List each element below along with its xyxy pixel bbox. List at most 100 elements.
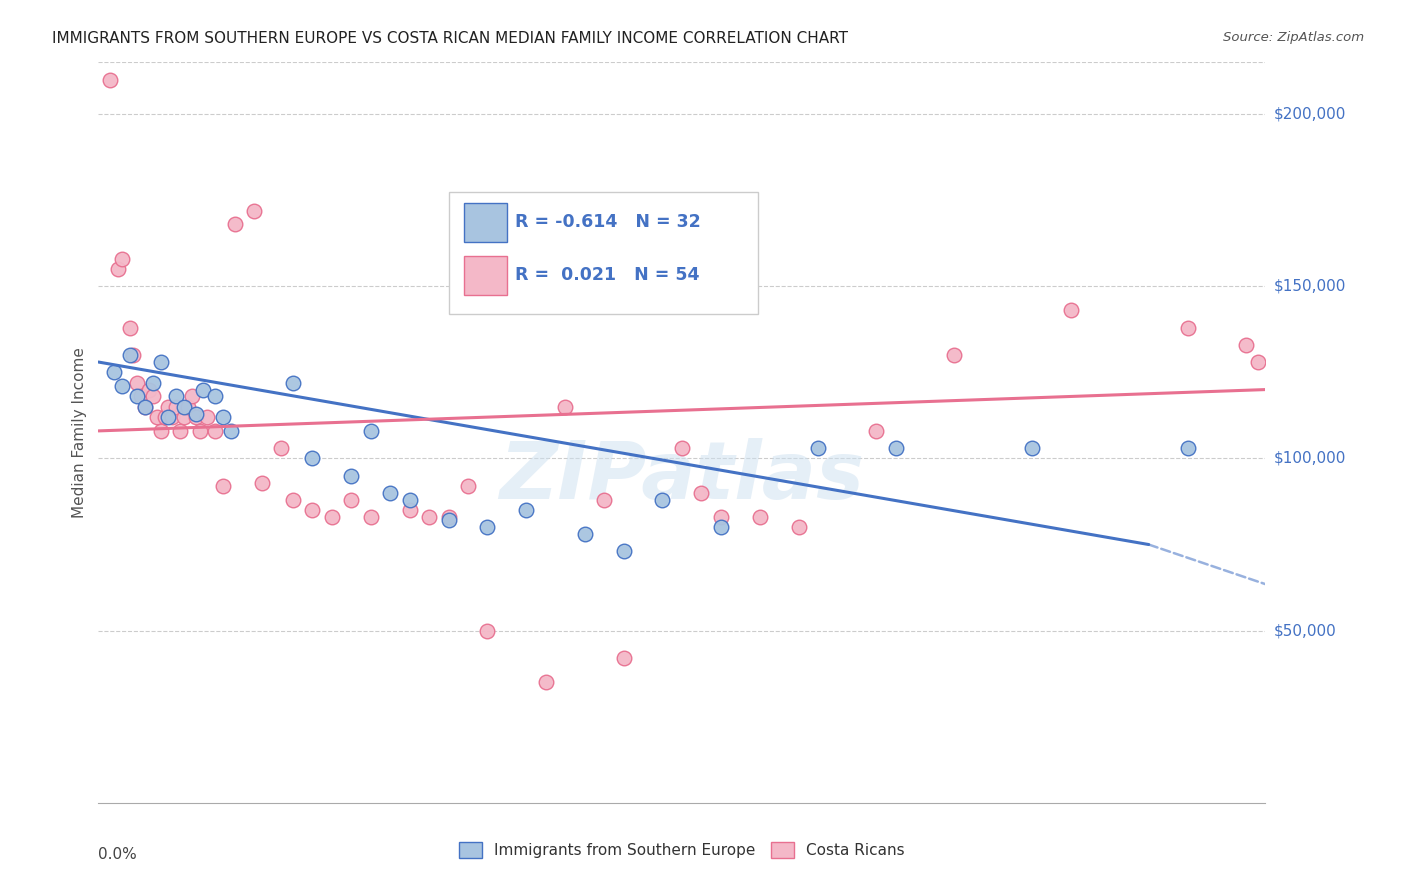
- Point: [219, 424, 242, 438]
- Point: [884, 441, 907, 455]
- Point: [1060, 303, 1083, 318]
- Point: [380, 486, 402, 500]
- Point: [107, 262, 129, 277]
- Point: [477, 520, 499, 534]
- Point: [301, 503, 323, 517]
- Point: [162, 410, 184, 425]
- Text: R =  0.021   N = 54: R = 0.021 N = 54: [515, 266, 700, 284]
- Point: [593, 492, 616, 507]
- Point: [943, 348, 966, 362]
- Point: [340, 492, 363, 507]
- Point: [1246, 355, 1268, 369]
- Point: [613, 651, 636, 665]
- Point: [360, 424, 382, 438]
- Point: [1177, 441, 1199, 455]
- Point: [103, 365, 125, 379]
- Point: [184, 410, 207, 425]
- Point: [321, 510, 343, 524]
- Point: [398, 492, 420, 507]
- Point: [188, 424, 211, 438]
- Point: [142, 389, 165, 403]
- Point: [281, 492, 304, 507]
- Point: [250, 475, 273, 490]
- Point: [153, 410, 176, 425]
- Point: [193, 383, 215, 397]
- Text: $50,000: $50,000: [1274, 624, 1337, 638]
- Point: [149, 355, 172, 369]
- Point: [477, 624, 499, 638]
- Point: [212, 410, 235, 425]
- Point: [142, 376, 165, 390]
- Point: [865, 424, 887, 438]
- Point: [651, 492, 673, 507]
- Point: [157, 410, 180, 425]
- Point: [169, 424, 191, 438]
- Legend: Immigrants from Southern Europe, Costa Ricans: Immigrants from Southern Europe, Costa R…: [460, 842, 904, 858]
- Point: [360, 510, 382, 524]
- Point: [710, 520, 733, 534]
- Point: [212, 479, 235, 493]
- Text: $150,000: $150,000: [1274, 279, 1346, 293]
- Point: [515, 286, 537, 301]
- Point: [129, 389, 152, 403]
- Point: [554, 400, 576, 414]
- Point: [418, 510, 440, 524]
- Point: [807, 441, 830, 455]
- Point: [180, 389, 202, 403]
- Point: [690, 486, 713, 500]
- Point: [270, 441, 292, 455]
- Point: [149, 424, 172, 438]
- Point: [534, 675, 557, 690]
- Point: [118, 320, 141, 334]
- Point: [301, 451, 323, 466]
- Point: [138, 383, 160, 397]
- Point: [195, 410, 218, 425]
- Text: ZIPatlas: ZIPatlas: [499, 438, 865, 516]
- Point: [613, 544, 636, 558]
- Point: [165, 389, 187, 403]
- Point: [146, 410, 169, 425]
- Point: [122, 348, 145, 362]
- Point: [787, 520, 810, 534]
- Point: [243, 203, 266, 218]
- Point: [173, 410, 195, 425]
- Point: [340, 468, 363, 483]
- Point: [710, 510, 733, 524]
- Point: [165, 400, 187, 414]
- Point: [437, 513, 460, 527]
- Point: [1234, 338, 1257, 352]
- Text: IMMIGRANTS FROM SOUTHERN EUROPE VS COSTA RICAN MEDIAN FAMILY INCOME CORRELATION : IMMIGRANTS FROM SOUTHERN EUROPE VS COSTA…: [52, 31, 848, 46]
- Point: [398, 503, 420, 517]
- Point: [437, 510, 460, 524]
- Point: [134, 400, 156, 414]
- Text: 0.0%: 0.0%: [98, 847, 138, 863]
- Point: [177, 400, 200, 414]
- Point: [173, 400, 195, 414]
- Point: [98, 72, 121, 87]
- Point: [127, 389, 149, 403]
- Point: [671, 441, 693, 455]
- Point: [111, 379, 134, 393]
- Point: [118, 348, 141, 362]
- Point: [127, 376, 149, 390]
- Point: [281, 376, 304, 390]
- Text: $200,000: $200,000: [1274, 106, 1346, 121]
- Y-axis label: Median Family Income: Median Family Income: [72, 347, 87, 518]
- Point: [457, 479, 479, 493]
- Text: $100,000: $100,000: [1274, 451, 1346, 466]
- Point: [111, 252, 134, 266]
- FancyBboxPatch shape: [464, 256, 508, 295]
- Point: [1021, 441, 1043, 455]
- Point: [748, 510, 770, 524]
- Point: [157, 400, 180, 414]
- Point: [1177, 320, 1199, 334]
- FancyBboxPatch shape: [449, 192, 758, 314]
- Text: Source: ZipAtlas.com: Source: ZipAtlas.com: [1223, 31, 1364, 45]
- Point: [515, 503, 537, 517]
- Point: [574, 527, 596, 541]
- Point: [204, 424, 226, 438]
- FancyBboxPatch shape: [464, 203, 508, 242]
- Point: [134, 400, 156, 414]
- Point: [224, 217, 246, 231]
- Text: R = -0.614   N = 32: R = -0.614 N = 32: [515, 212, 700, 231]
